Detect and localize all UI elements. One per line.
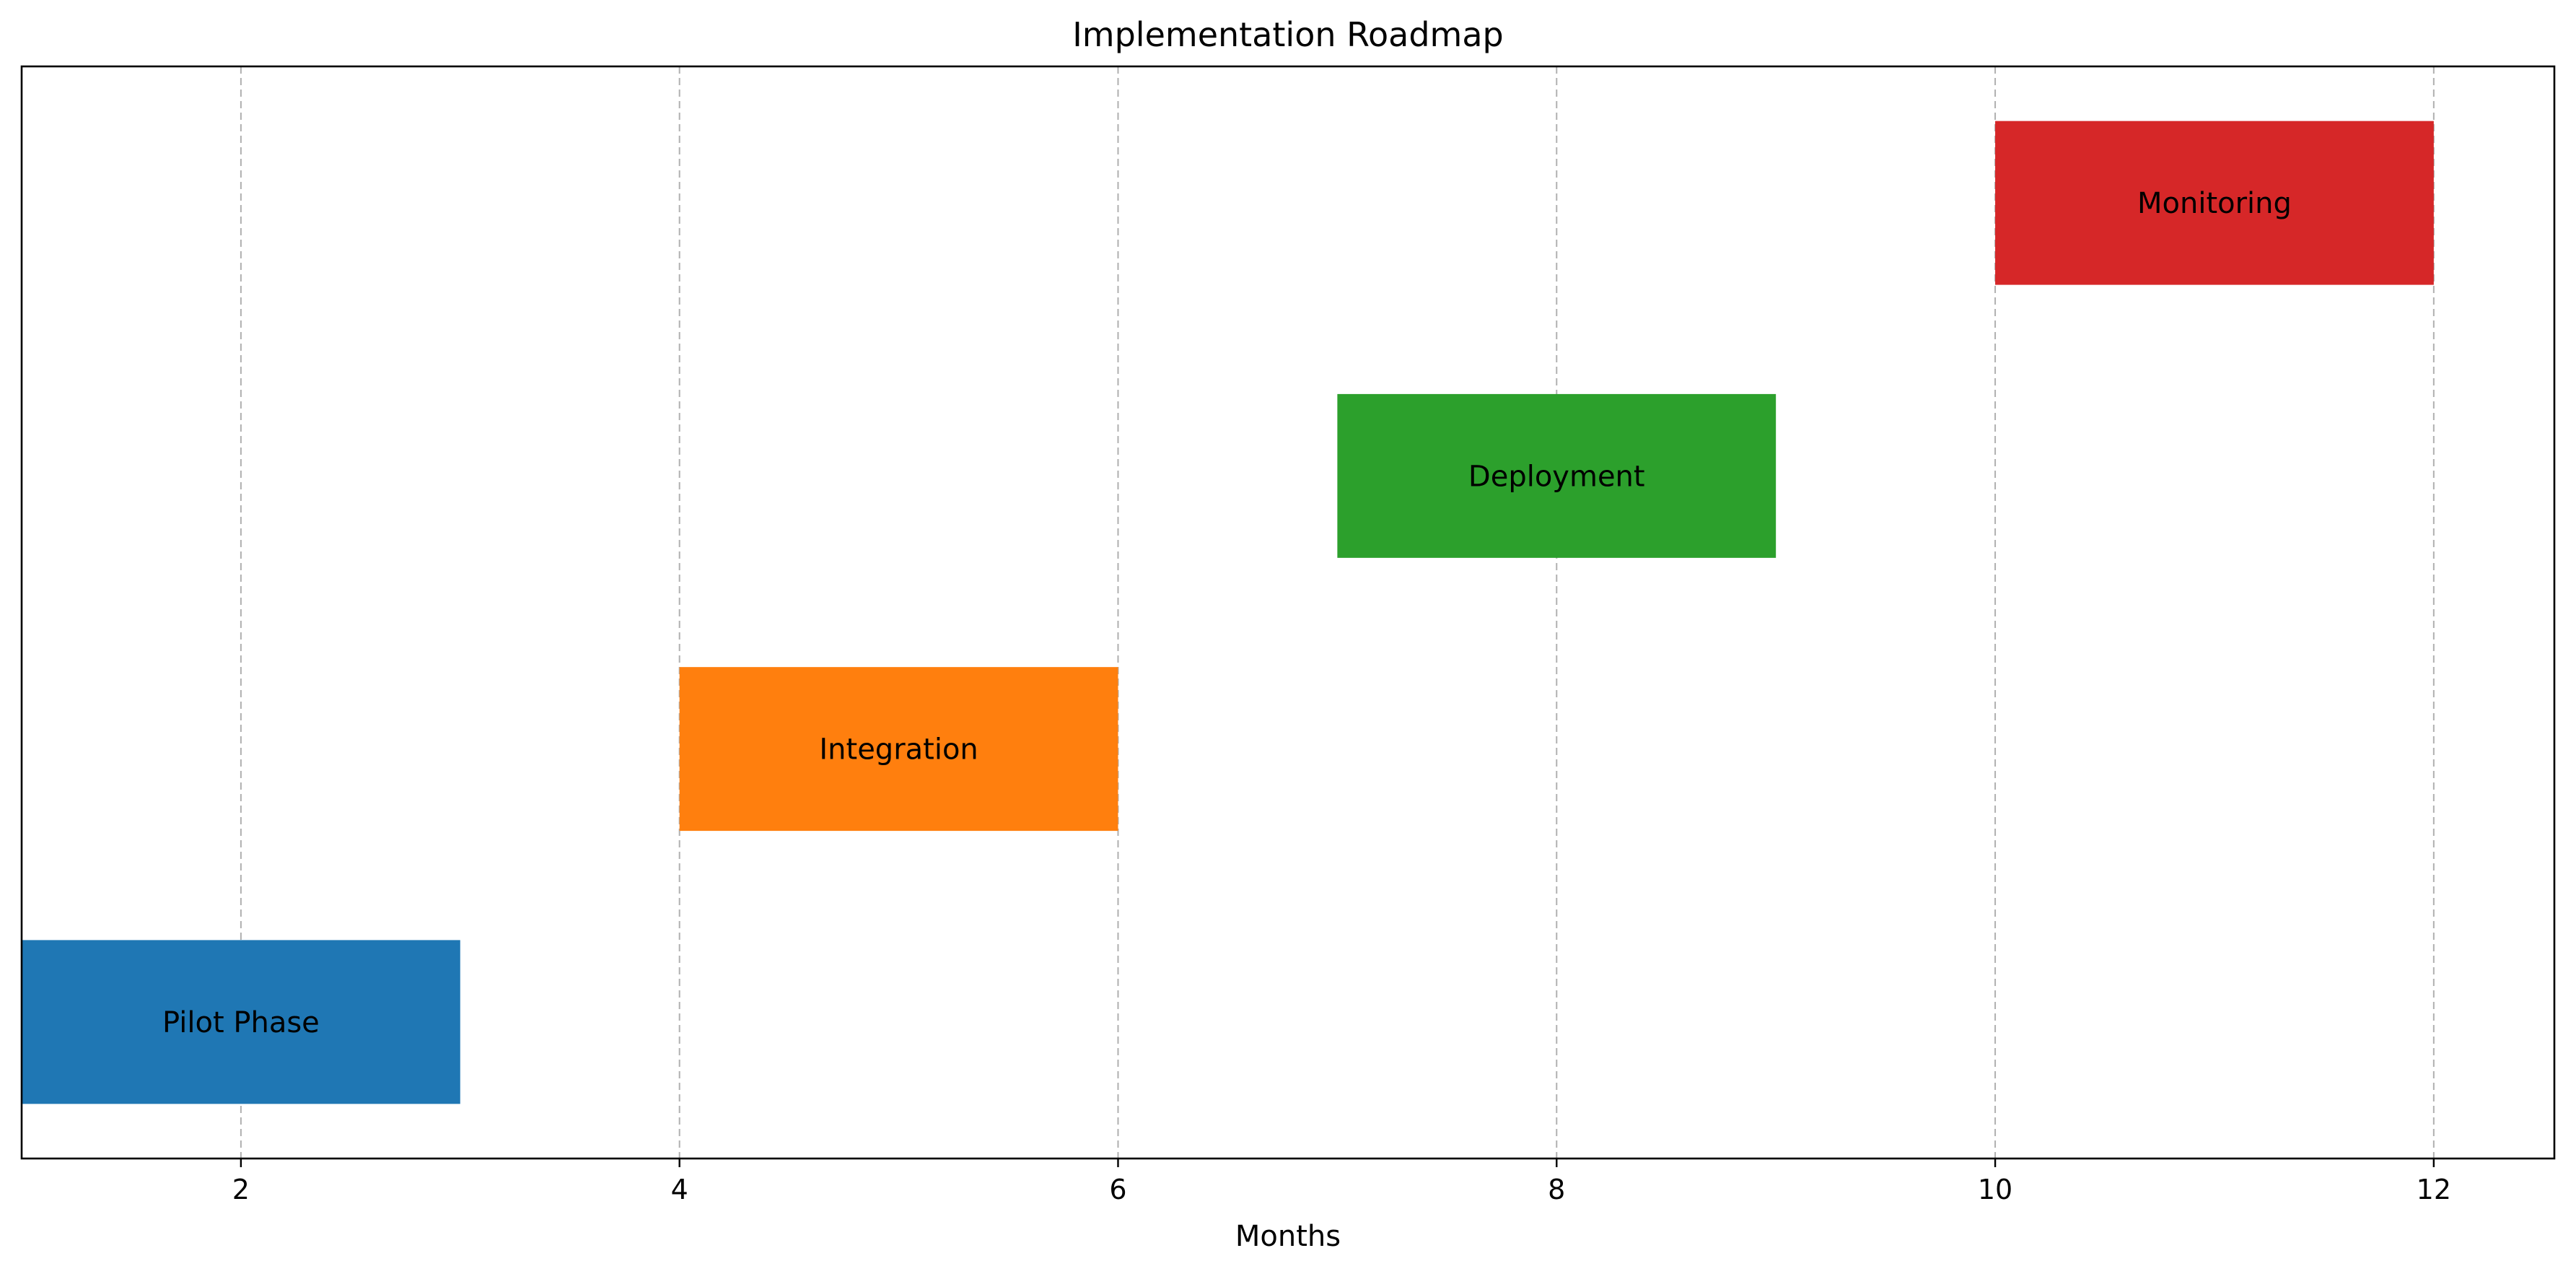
task-bar [22, 940, 460, 1104]
task-label: Monitoring [2137, 187, 2292, 220]
task-label: Integration [819, 733, 978, 767]
task-bar [679, 667, 1118, 832]
bars-layer [22, 121, 2434, 1104]
x-tick-label: 2 [232, 1174, 250, 1205]
x-axis-label: Months [1235, 1220, 1341, 1253]
x-tick-label: 8 [1548, 1174, 1565, 1205]
task-label: Deployment [1468, 460, 1645, 493]
task-label: Pilot Phase [162, 1006, 320, 1039]
x-tick-label: 4 [671, 1174, 688, 1205]
plot-area-frame [20, 65, 2556, 1160]
x-tick-label: 10 [1978, 1174, 2012, 1205]
x-tick-label: 6 [1109, 1174, 1126, 1205]
task-bar [1337, 393, 1777, 558]
grid-layer [240, 66, 2435, 1159]
bar-labels-layer: Pilot Phase Integration Deployment Monitori… [162, 187, 2292, 1039]
x-axis-ticks: 2 4 6 8 10 12 [232, 1159, 2451, 1205]
task-bar [1995, 121, 2434, 285]
chart-title: Implementation Roadmap [1072, 15, 1504, 54]
x-tick-label: 12 [2417, 1174, 2451, 1205]
